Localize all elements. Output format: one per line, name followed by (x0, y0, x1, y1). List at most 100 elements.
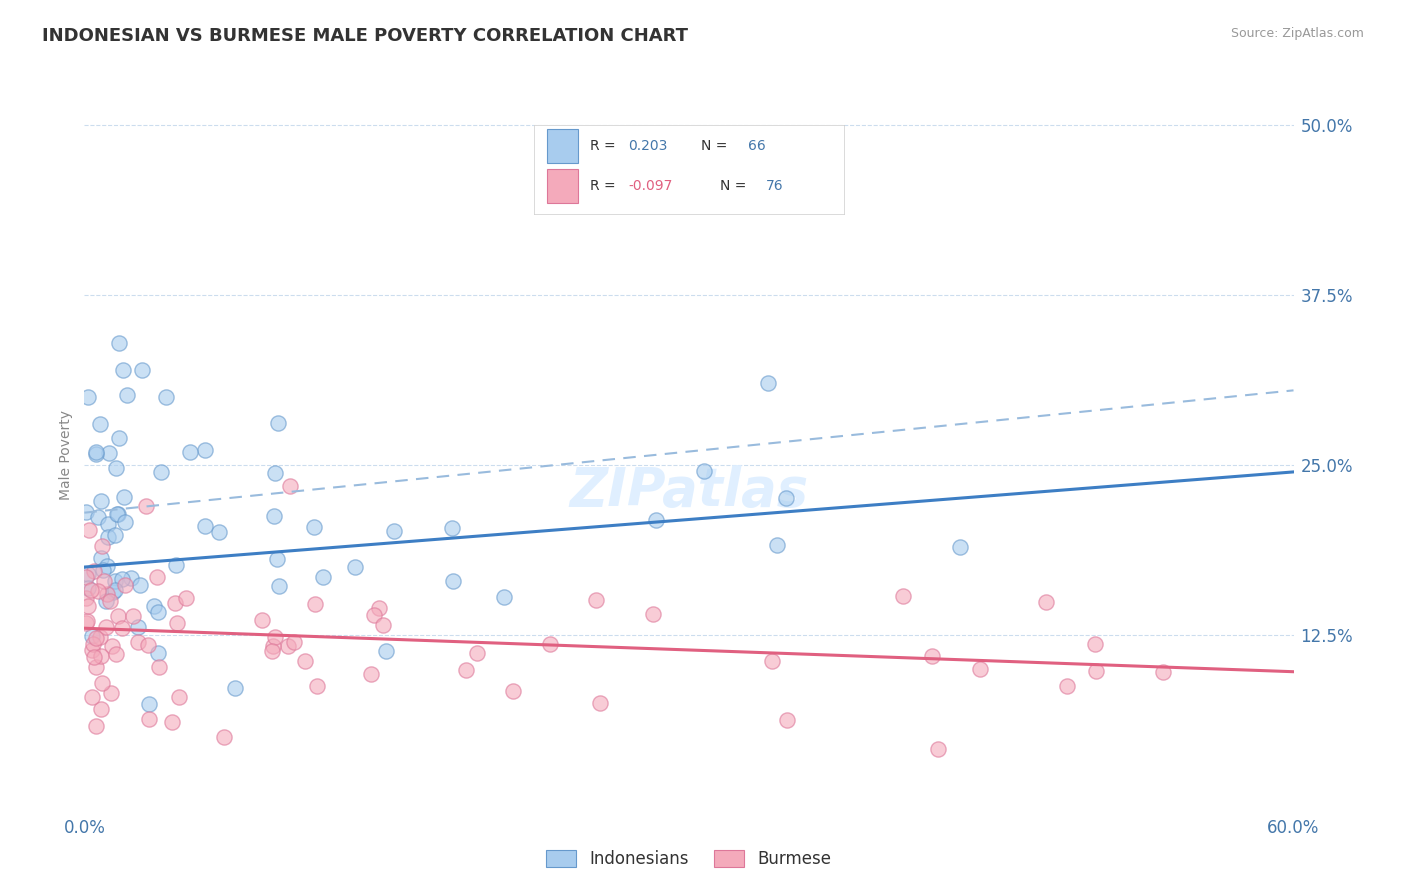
Point (90, 539, 112, 553)
Point (83, 564, 105, 578)
Point (90, 649, 112, 664)
Point (283, 635, 305, 649)
Point (194, 519, 217, 533)
Point (363, 607, 385, 622)
Point (107, 609, 129, 624)
Point (104, 583, 127, 598)
Point (104, 528, 127, 542)
Point (105, 460, 128, 475)
Point (80, 628, 103, 642)
Point (80, 582, 103, 597)
Point (105, 507, 128, 521)
Point (165, 596, 187, 610)
Point (84, 719, 107, 733)
Point (121, 608, 143, 623)
Point (77, 523, 100, 537)
Point (278, 478, 301, 492)
Point (136, 638, 159, 652)
Point (304, 597, 326, 611)
Point (373, 618, 395, 632)
Point (77, 390, 100, 404)
Point (266, 552, 288, 566)
Point (538, 637, 561, 651)
Point (167, 690, 190, 704)
Text: 66: 66 (748, 139, 765, 153)
Point (131, 363, 153, 377)
Point (467, 646, 489, 660)
Point (267, 417, 290, 431)
Point (146, 570, 169, 584)
Point (138, 712, 160, 726)
Point (143, 599, 166, 613)
Point (77, 599, 100, 613)
Point (589, 696, 612, 710)
Point (90, 702, 112, 716)
Point (87, 584, 110, 599)
Point (112, 363, 135, 377)
Point (127, 620, 149, 634)
Point (264, 466, 287, 480)
Point (82, 642, 104, 657)
Point (756, 376, 779, 390)
Point (165, 558, 187, 573)
Point (343, 560, 366, 574)
Point (360, 666, 382, 681)
Point (114, 515, 136, 529)
Point (84, 660, 107, 674)
Point (96, 593, 118, 607)
Point (174, 591, 197, 605)
Point (86, 510, 108, 524)
Point (90, 493, 112, 508)
Point (75, 615, 97, 630)
Point (146, 647, 169, 661)
Text: N =: N = (720, 179, 751, 194)
Y-axis label: Male Poverty: Male Poverty (59, 410, 73, 500)
Point (138, 698, 160, 712)
Point (83, 649, 105, 664)
Point (75, 570, 97, 584)
Point (643, 607, 665, 621)
Point (166, 616, 188, 631)
Point (96, 587, 118, 601)
Text: N =: N = (702, 139, 733, 153)
Point (208, 524, 231, 539)
Point (382, 524, 405, 538)
Point (1152, 665, 1174, 680)
Point (127, 635, 149, 649)
Point (82, 637, 104, 651)
Text: R =: R = (591, 139, 620, 153)
Point (761, 654, 783, 668)
Text: ZIPatlas: ZIPatlas (569, 465, 808, 516)
Point (90, 550, 112, 565)
Point (443, 574, 465, 588)
Point (90, 676, 112, 690)
Point (585, 593, 607, 607)
Point (502, 684, 524, 698)
Point (775, 491, 797, 505)
Point (103, 585, 125, 599)
Point (104, 648, 127, 662)
Point (149, 465, 172, 479)
Point (368, 600, 391, 615)
Point (101, 640, 124, 654)
Point (148, 659, 170, 673)
Point (112, 490, 135, 504)
Point (104, 574, 127, 588)
Point (114, 578, 136, 592)
Point (160, 715, 183, 730)
Point (263, 631, 285, 645)
Point (93, 563, 115, 577)
Point (80, 690, 103, 704)
Point (107, 508, 129, 522)
Point (214, 730, 236, 744)
Point (1056, 679, 1078, 693)
Point (492, 591, 515, 605)
Point (294, 654, 316, 668)
Point (374, 644, 396, 658)
Point (108, 431, 131, 445)
Text: -0.097: -0.097 (628, 179, 673, 194)
Point (89, 417, 111, 432)
Point (1035, 595, 1057, 609)
Point (891, 590, 914, 604)
Point (766, 538, 789, 552)
